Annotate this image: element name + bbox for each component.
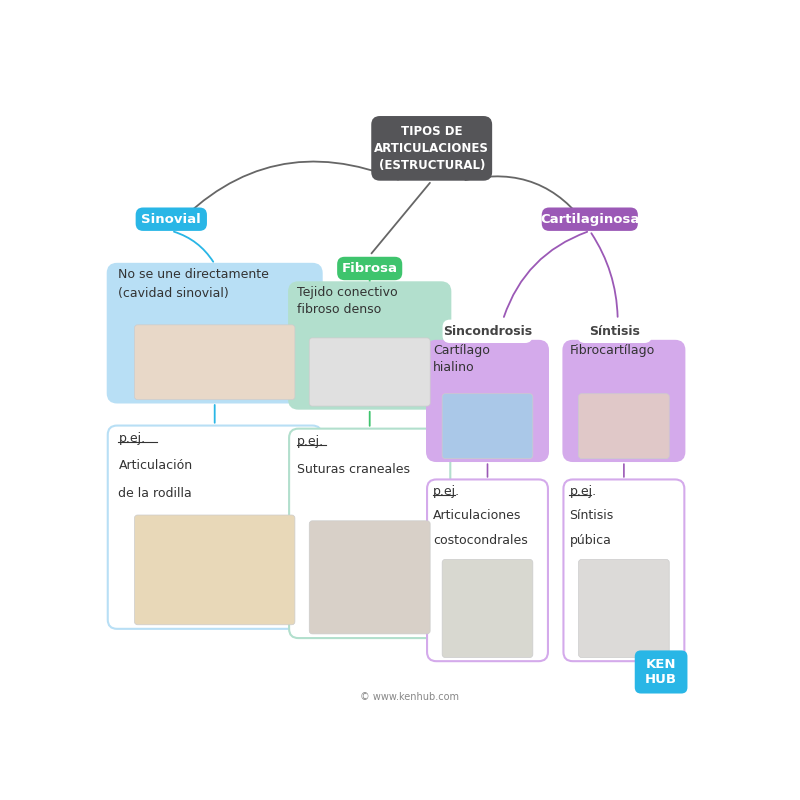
FancyBboxPatch shape [108,426,322,629]
FancyBboxPatch shape [563,479,684,661]
FancyBboxPatch shape [310,338,430,406]
FancyBboxPatch shape [634,650,687,694]
Text: p.ej.: p.ej. [570,485,597,498]
Text: Suturas craneales: Suturas craneales [297,463,410,476]
Text: p.ej.: p.ej. [118,432,146,445]
Text: p.ej.: p.ej. [433,485,460,498]
FancyBboxPatch shape [134,325,295,400]
FancyBboxPatch shape [108,264,322,402]
Text: Fibrocartílago: Fibrocartílago [570,345,654,358]
FancyBboxPatch shape [442,559,533,658]
FancyBboxPatch shape [442,320,533,343]
FancyBboxPatch shape [563,341,684,461]
FancyBboxPatch shape [337,257,402,280]
FancyBboxPatch shape [289,282,450,409]
FancyBboxPatch shape [578,559,670,658]
Text: de la rodilla: de la rodilla [118,486,192,499]
FancyBboxPatch shape [310,521,430,634]
Text: Sincondrosis: Sincondrosis [443,325,532,338]
Text: Fibrosa: Fibrosa [342,262,398,275]
FancyBboxPatch shape [427,341,548,461]
Text: © www.kenhub.com: © www.kenhub.com [361,691,459,702]
Text: (cavidad sinovial): (cavidad sinovial) [118,286,229,300]
Text: No se une directamente: No se une directamente [118,268,270,281]
FancyBboxPatch shape [578,320,652,343]
FancyBboxPatch shape [289,429,450,638]
Text: Articulación: Articulación [118,459,193,472]
Text: hialino: hialino [433,361,474,374]
Text: Sinovial: Sinovial [142,213,201,226]
Text: Síntisis: Síntisis [570,510,614,522]
Text: Cartilaginosa: Cartilaginosa [540,213,639,226]
Text: TIPOS DE
ARTICULACIONES
(ESTRUCTURAL): TIPOS DE ARTICULACIONES (ESTRUCTURAL) [374,125,489,172]
Text: púbica: púbica [570,534,611,547]
FancyBboxPatch shape [542,207,638,231]
Text: p.ej.: p.ej. [297,435,324,448]
Text: KEN
HUB: KEN HUB [645,658,677,686]
FancyBboxPatch shape [427,479,548,661]
Text: Tejido conectivo: Tejido conectivo [297,286,398,299]
FancyBboxPatch shape [134,515,295,625]
Text: Cartílago: Cartílago [433,345,490,358]
Text: costocondrales: costocondrales [433,534,528,547]
Text: Articulaciones: Articulaciones [433,510,522,522]
FancyBboxPatch shape [371,116,492,181]
FancyBboxPatch shape [136,207,207,231]
FancyBboxPatch shape [578,394,670,458]
Text: fibroso denso: fibroso denso [297,303,382,316]
FancyBboxPatch shape [442,394,533,458]
Text: Síntisis: Síntisis [589,325,640,338]
